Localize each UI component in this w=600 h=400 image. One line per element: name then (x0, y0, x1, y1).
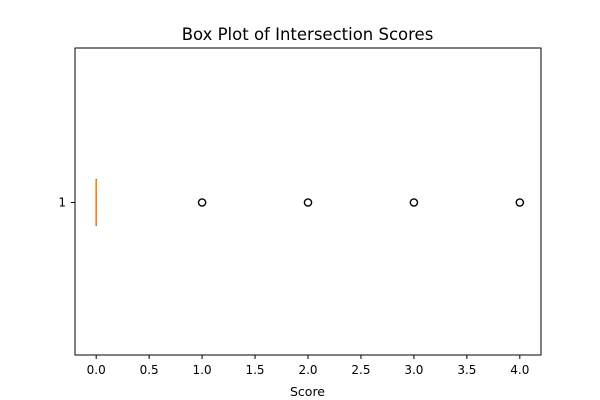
x-axis-label: Score (290, 384, 325, 399)
outlier-point (303, 198, 313, 207)
x-tick-label: 2.5 (351, 363, 370, 377)
x-tick-label: 2.0 (298, 363, 317, 377)
box-series (95, 179, 525, 226)
x-axis: 0.0 0.5 1.0 1.5 2.0 2.5 3.0 3.5 4.0 (87, 355, 529, 377)
y-tick-label: 1 (58, 196, 66, 210)
plot-area-frame (74, 47, 542, 356)
x-tick-label: 3.5 (457, 363, 476, 377)
x-tick-label: 0.5 (140, 363, 159, 377)
x-tick-label: 0.0 (87, 363, 106, 377)
chart-title: Box Plot of Intersection Scores (182, 25, 434, 44)
outlier-point (515, 198, 525, 207)
outlier-point (197, 198, 207, 207)
outlier-point (409, 198, 419, 207)
x-tick-label: 1.0 (193, 363, 212, 377)
x-tick-label: 3.0 (404, 363, 423, 377)
x-tick-label: 4.0 (510, 363, 529, 377)
y-axis: 1 (58, 196, 75, 210)
x-tick-label: 1.5 (245, 363, 264, 377)
